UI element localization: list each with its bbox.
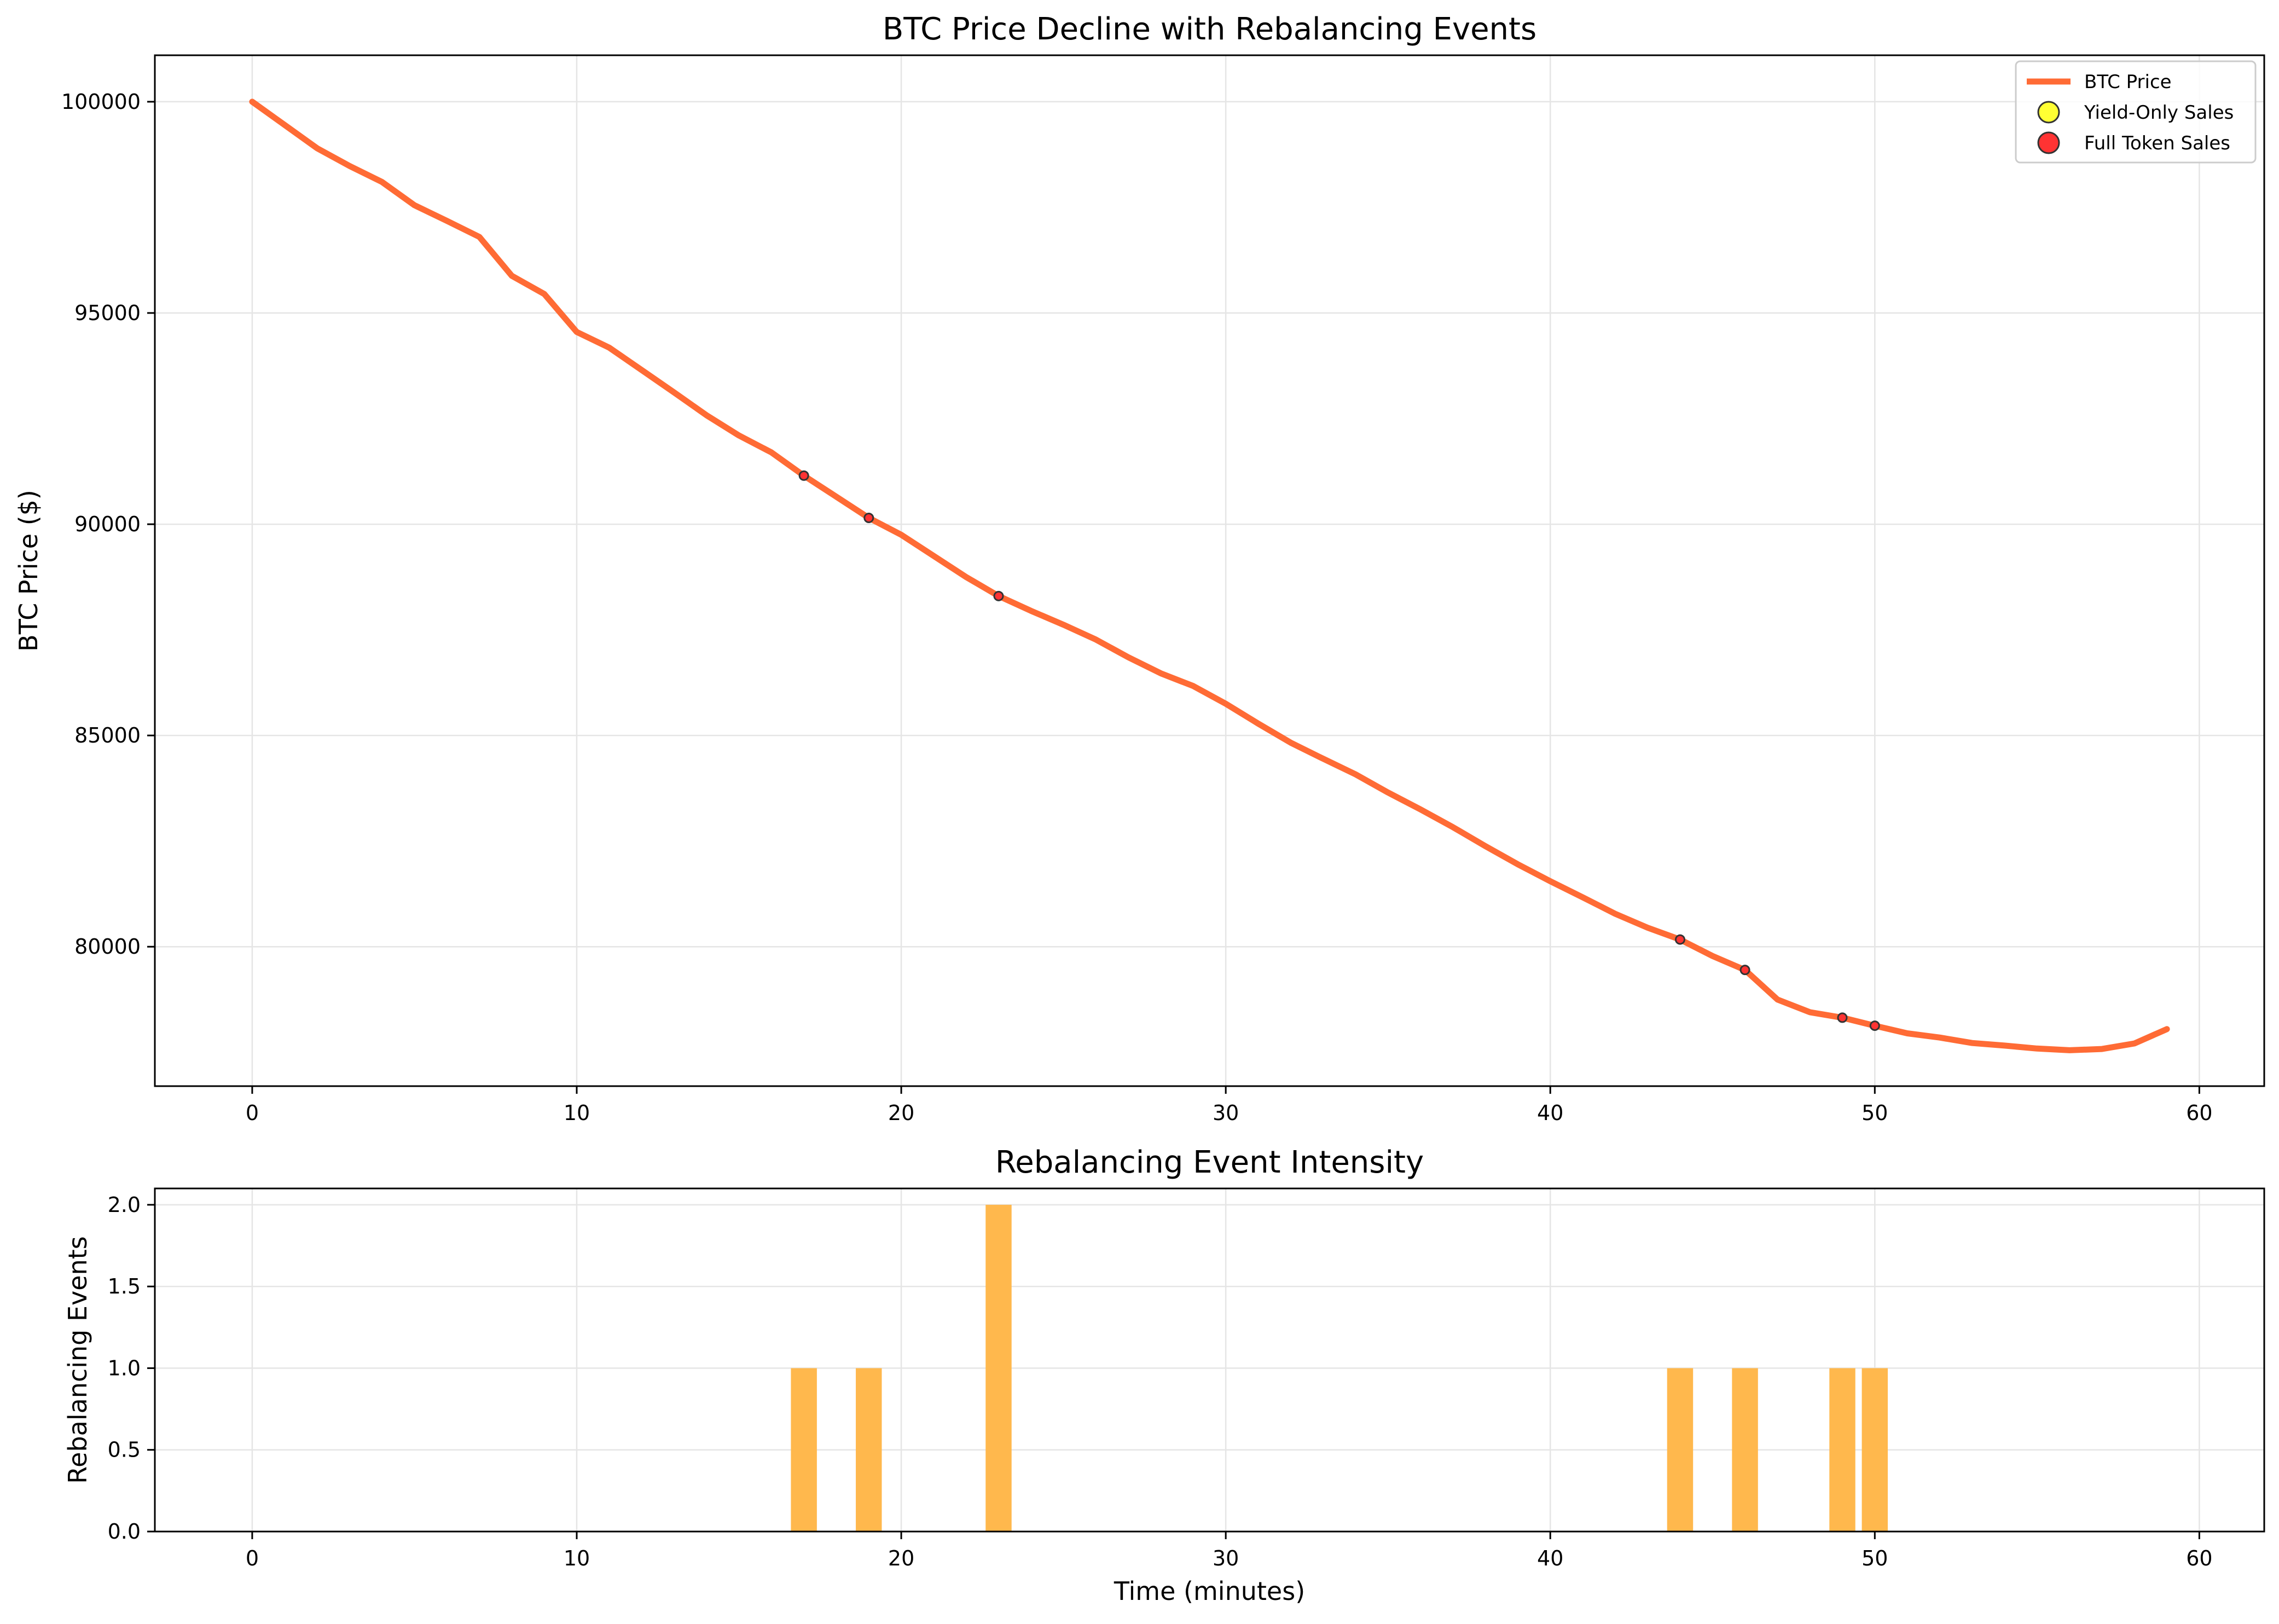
y-axis-label: Rebalancing Events xyxy=(63,1236,92,1484)
y-tick-label: 85000 xyxy=(74,723,141,747)
x-tick-label: 0 xyxy=(246,1546,259,1570)
btc-price-line xyxy=(249,98,2170,1053)
x-tick-label: 20 xyxy=(888,1101,914,1125)
rebalancing-bar xyxy=(985,1204,1012,1532)
x-tick-label: 10 xyxy=(564,1101,590,1125)
y-tick-label: 0.5 xyxy=(108,1438,141,1462)
plot-frame xyxy=(154,1187,2265,1533)
x-tick-label: 10 xyxy=(564,1546,590,1570)
full-token-sale-point xyxy=(798,470,809,481)
y-tick-label: 1.0 xyxy=(108,1356,141,1380)
legend-yield-marker xyxy=(2037,101,2060,124)
plot-frame xyxy=(154,54,2265,1087)
full-token-sale-point xyxy=(993,590,1004,601)
full-token-sale-point xyxy=(863,512,874,523)
y-axis-label: BTC Price ($) xyxy=(14,490,43,652)
x-tick-label: 30 xyxy=(1213,1101,1239,1125)
full-token-sale-point xyxy=(1739,965,1750,976)
x-tick-label: 60 xyxy=(2186,1546,2212,1570)
x-tick-label: 50 xyxy=(1862,1546,1888,1570)
legend-box xyxy=(2015,60,2257,164)
y-tick-label: 1.5 xyxy=(108,1274,141,1298)
y-tick-label: 100000 xyxy=(61,90,141,114)
y-tick-label: 2.0 xyxy=(108,1193,141,1217)
rebalancing-bar xyxy=(1667,1368,1694,1532)
legend-label: Yield-Only Sales xyxy=(2084,102,2234,124)
full-token-sale-point xyxy=(1674,934,1685,945)
chart-title: BTC Price Decline with Rebalancing Event… xyxy=(883,11,1536,47)
y-tick-label: 80000 xyxy=(74,935,141,959)
rebalancing-bar xyxy=(791,1368,817,1532)
y-tick-label: 95000 xyxy=(74,301,141,325)
y-tick-label: 90000 xyxy=(74,512,141,536)
chart-title: Rebalancing Event Intensity xyxy=(995,1145,1424,1180)
rebalancing-bar xyxy=(1732,1368,1758,1532)
full-token-sale-point xyxy=(1869,1020,1880,1031)
rebalancing-bar xyxy=(1862,1368,1888,1532)
rebalancing-bar xyxy=(1829,1368,1855,1532)
x-tick-label: 60 xyxy=(2186,1101,2212,1125)
legend-full-token-marker xyxy=(2037,131,2060,154)
x-tick-label: 0 xyxy=(246,1101,259,1125)
full-token-sale-point xyxy=(1837,1012,1848,1023)
rebalancing-bar xyxy=(856,1368,882,1532)
legend-label: Full Token Sales xyxy=(2084,132,2230,154)
x-tick-label: 50 xyxy=(1862,1101,1888,1125)
y-tick-label: 0.0 xyxy=(108,1519,141,1544)
x-tick-label: 40 xyxy=(1537,1546,1563,1570)
x-tick-label: 20 xyxy=(888,1546,914,1570)
x-axis-label: Time (minutes) xyxy=(1114,1576,1305,1606)
x-tick-label: 40 xyxy=(1537,1101,1563,1125)
legend-label: BTC Price xyxy=(2084,71,2172,93)
x-tick-label: 30 xyxy=(1213,1546,1239,1570)
